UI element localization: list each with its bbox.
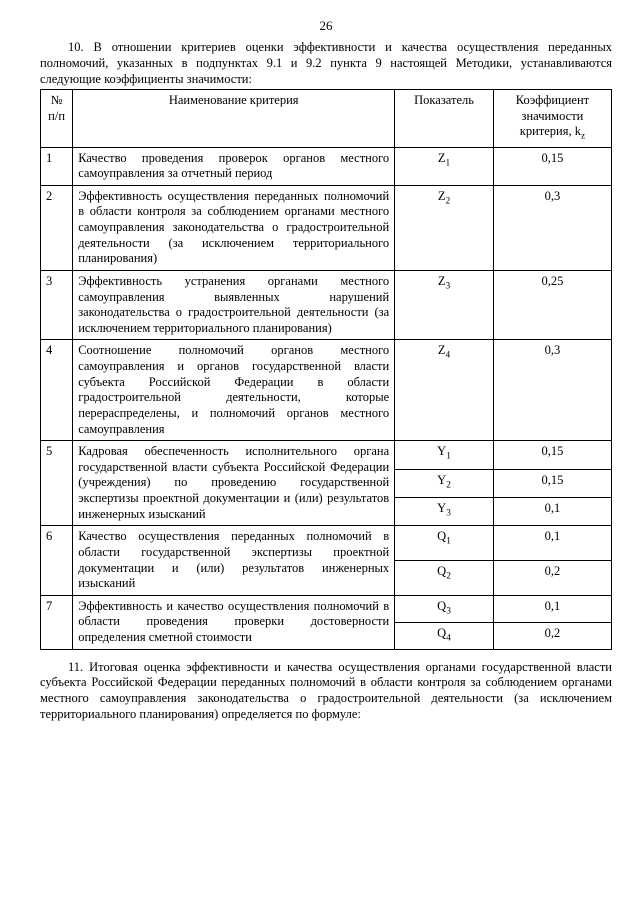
- cell-name: Качество осуществления переданных полном…: [73, 526, 395, 596]
- indicator-sub: 3: [446, 508, 451, 518]
- indicator-base: Z: [438, 343, 446, 357]
- cell-num: 3: [41, 270, 73, 340]
- cell-coef: 0,15: [493, 147, 611, 185]
- indicator-sub: 4: [446, 351, 451, 361]
- cell-indicator: Y2: [395, 469, 494, 497]
- cell-indicator: Q3: [395, 595, 494, 622]
- cell-coef: 0,1: [493, 526, 611, 561]
- cell-indicator: Z4: [395, 340, 494, 441]
- table-row: 3Эффективность устранения органами местн…: [41, 270, 612, 340]
- indicator-base: Q: [437, 564, 446, 578]
- page-number: 26: [40, 18, 612, 34]
- table-row: 6Качество осуществления переданных полно…: [41, 526, 612, 561]
- cell-coef: 0,1: [493, 595, 611, 622]
- cell-indicator: Q4: [395, 622, 494, 649]
- indicator-sub: 3: [446, 606, 451, 616]
- indicator-base: Y: [437, 444, 446, 458]
- indicator-base: Q: [437, 529, 446, 543]
- table-body: 1Качество проведения проверок органов ме…: [41, 147, 612, 649]
- indicator-base: Y: [437, 473, 446, 487]
- indicator-base: Z: [438, 189, 446, 203]
- outro-paragraph: 11. Итоговая оценка эффективности и каче…: [40, 660, 612, 723]
- cell-coef: 0,2: [493, 561, 611, 596]
- cell-indicator: Z3: [395, 270, 494, 340]
- cell-num: 2: [41, 185, 73, 270]
- header-indicator: Показатель: [395, 90, 494, 147]
- indicator-sub: 2: [446, 572, 451, 582]
- indicator-base: Z: [438, 274, 446, 288]
- intro-paragraph: 10. В отношении критериев оценки эффекти…: [40, 40, 612, 87]
- cell-name: Соотношение полномочий органов местного …: [73, 340, 395, 441]
- cell-name: Качество проведения проверок органов мес…: [73, 147, 395, 185]
- cell-num: 5: [41, 441, 73, 526]
- indicator-base: Q: [437, 599, 446, 613]
- cell-coef: 0,1: [493, 497, 611, 525]
- indicator-base: Y: [437, 501, 446, 515]
- table-header-row: № п/п Наименование критерия Показатель К…: [41, 90, 612, 147]
- cell-num: 6: [41, 526, 73, 596]
- indicator-sub: 3: [446, 281, 451, 291]
- header-coef-text: Коэффициент значимости критерия, k: [516, 93, 589, 138]
- cell-indicator: Y3: [395, 497, 494, 525]
- header-coef: Коэффициент значимости критерия, kz: [493, 90, 611, 147]
- table-row: 2Эффективность осуществления переданных …: [41, 185, 612, 270]
- table-row: 7Эффективность и качество осуществления …: [41, 595, 612, 622]
- cell-num: 7: [41, 595, 73, 649]
- indicator-sub: 1: [446, 452, 451, 462]
- cell-coef: 0,2: [493, 622, 611, 649]
- cell-num: 1: [41, 147, 73, 185]
- cell-coef: 0,3: [493, 340, 611, 441]
- cell-name: Эффективность устранения органами местно…: [73, 270, 395, 340]
- cell-indicator: Q2: [395, 561, 494, 596]
- header-name: Наименование критерия: [73, 90, 395, 147]
- indicator-base: Q: [437, 626, 446, 640]
- indicator-sub: 4: [446, 633, 451, 643]
- indicator-sub: 2: [446, 196, 451, 206]
- page: 26 10. В отношении критериев оценки эффе…: [0, 0, 640, 905]
- cell-name: Кадровая обеспеченность исполнительного …: [73, 441, 395, 526]
- cell-coef: 0,15: [493, 469, 611, 497]
- table-row: 5Кадровая обеспеченность исполнительного…: [41, 441, 612, 469]
- table-row: 4Соотношение полномочий органов местного…: [41, 340, 612, 441]
- coefficients-table: № п/п Наименование критерия Показатель К…: [40, 89, 612, 650]
- cell-name: Эффективность и качество осуществления п…: [73, 595, 395, 649]
- table-row: 1Качество проведения проверок органов ме…: [41, 147, 612, 185]
- header-coef-sub: z: [581, 132, 585, 142]
- cell-indicator: Q1: [395, 526, 494, 561]
- cell-indicator: Y1: [395, 441, 494, 469]
- indicator-base: Z: [438, 151, 446, 165]
- indicator-sub: 1: [446, 537, 451, 547]
- cell-num: 4: [41, 340, 73, 441]
- indicator-sub: 1: [446, 158, 451, 168]
- cell-coef: 0,25: [493, 270, 611, 340]
- header-num: № п/п: [41, 90, 73, 147]
- cell-coef: 0,15: [493, 441, 611, 469]
- cell-name: Эффективность осуществления переданных п…: [73, 185, 395, 270]
- cell-indicator: Z1: [395, 147, 494, 185]
- indicator-sub: 2: [446, 480, 451, 490]
- cell-coef: 0,3: [493, 185, 611, 270]
- cell-indicator: Z2: [395, 185, 494, 270]
